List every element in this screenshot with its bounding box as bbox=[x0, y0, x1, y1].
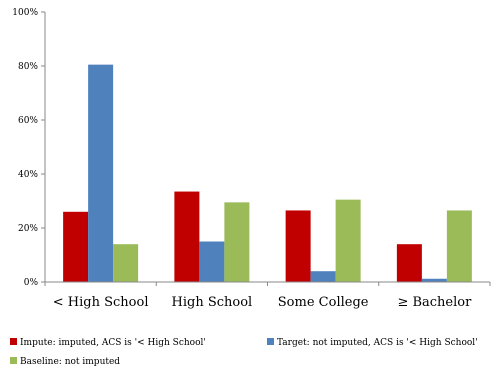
x-category-label: ≥ Bachelor bbox=[397, 295, 472, 310]
y-tick-label: 20% bbox=[18, 224, 38, 234]
legend-label: Impute: imputed, ACS is '< High School' bbox=[20, 338, 206, 348]
bar bbox=[174, 191, 200, 282]
bar bbox=[310, 271, 336, 282]
bar bbox=[421, 278, 447, 282]
legend-item: Target: not imputed, ACS is '< High Scho… bbox=[267, 338, 478, 348]
x-category-label: < High School bbox=[53, 295, 149, 310]
bar bbox=[224, 202, 250, 282]
y-tick-label: 60% bbox=[18, 116, 38, 126]
y-tick-label: 40% bbox=[18, 170, 38, 180]
legend-item: Impute: imputed, ACS is '< High School' bbox=[10, 338, 206, 348]
legend-swatch bbox=[10, 357, 17, 364]
bar bbox=[335, 199, 361, 282]
bar bbox=[63, 211, 89, 282]
y-axis: 0% 20% 40% 60% 80% 100% bbox=[12, 8, 46, 288]
y-tick-label: 100% bbox=[12, 8, 38, 18]
x-category-label: High School bbox=[172, 295, 253, 310]
bar bbox=[113, 244, 139, 282]
x-axis: < High School High School Some College ≥ Ba… bbox=[44, 281, 491, 310]
legend-swatch bbox=[267, 338, 274, 345]
y-tick-label: 80% bbox=[18, 62, 38, 72]
bar bbox=[88, 64, 114, 283]
legend-swatch bbox=[10, 338, 17, 345]
x-category-label: Some College bbox=[278, 295, 369, 310]
bar bbox=[396, 244, 422, 282]
legend-label: Baseline: not imputed bbox=[20, 357, 120, 367]
bars bbox=[63, 64, 472, 283]
legend-label: Target: not imputed, ACS is '< High Scho… bbox=[277, 338, 478, 348]
legend: Impute: imputed, ACS is '< High School' T… bbox=[10, 338, 478, 367]
bar bbox=[199, 241, 225, 282]
bar bbox=[285, 210, 311, 282]
bar bbox=[446, 210, 472, 282]
y-tick-label: 0% bbox=[24, 278, 39, 288]
legend-item: Baseline: not imputed bbox=[10, 357, 120, 367]
